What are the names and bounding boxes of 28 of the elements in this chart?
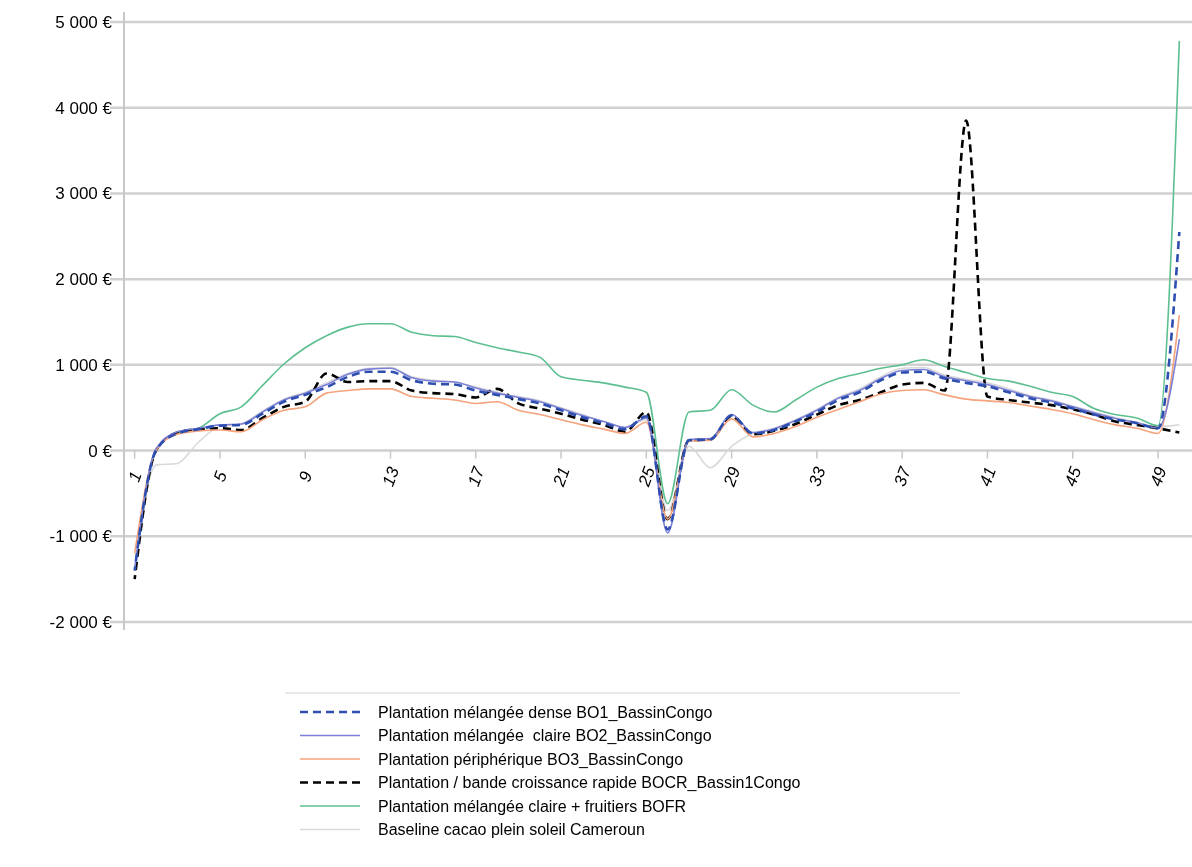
x-tick-label: 37 [890, 464, 915, 489]
y-tick-label: 0 € [88, 441, 113, 461]
y-tick-label: 5 000 € [55, 12, 113, 32]
x-tick-label: 29 [719, 464, 745, 490]
x-tick-label: 5 [209, 468, 232, 485]
x-tick-label: 41 [975, 464, 1001, 489]
y-tick-label: -1 000 € [49, 527, 113, 547]
y-tick-label: -2 000 € [49, 612, 113, 632]
x-tick-label: 21 [548, 464, 574, 490]
legend-label: Plantation périphérique BO3_BassinCongo [378, 750, 684, 769]
legend-label: Plantation mélangée claire BO2_BassinCongo [378, 727, 712, 746]
legend-label: Plantation mélangée dense BO1_BassinCongo [378, 703, 713, 722]
x-tick-label: 9 [295, 468, 317, 485]
legend-label: Baseline cacao plein soleil Cameroun [378, 821, 645, 839]
line-series [176, 40, 1181, 505]
x-tick-label: 45 [1061, 464, 1086, 489]
y-tick-label: 4 000 € [55, 98, 113, 118]
x-tick-label: 1 [124, 469, 146, 485]
x-tick-label: 33 [805, 464, 830, 489]
x-tick-label: 25 [634, 464, 660, 490]
x-tick-label: 49 [1146, 464, 1171, 489]
y-tick-label: 2 000 € [55, 270, 113, 290]
legend-label: Plantation mélangée claire + fruitiers BOFR [378, 797, 687, 815]
x-tick-label: 17 [464, 464, 489, 489]
y-tick-label: 1 000 € [55, 355, 113, 375]
y-tick-label: 3 000 € [55, 184, 113, 204]
legend-label: Plantation / bande croissance rapide BOCR_Bassin1Congo [378, 774, 801, 793]
x-tick-label: 13 [378, 464, 404, 489]
